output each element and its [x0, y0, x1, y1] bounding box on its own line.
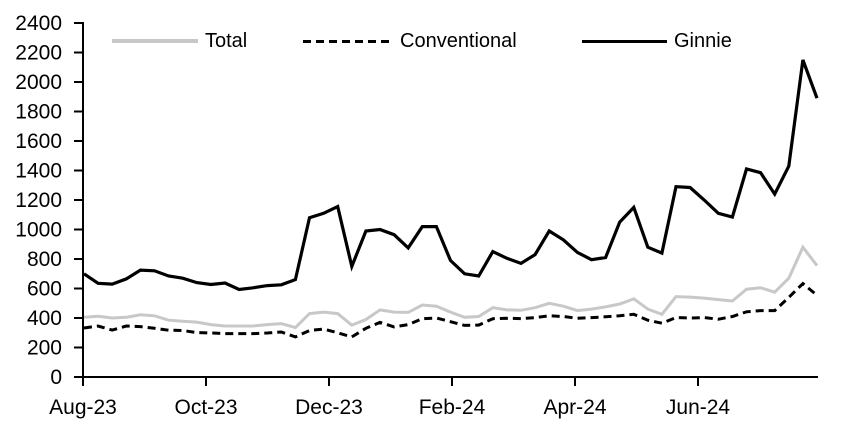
x-tick-label: Jun-24	[666, 396, 731, 419]
y-tick-label: 0	[50, 366, 62, 389]
series-line-conventional	[83, 281, 818, 339]
axes: 0 200 400 600 800 1000 1200 1400 1600 1800 2000 220…	[15, 12, 818, 419]
y-tick-label: 800	[27, 248, 62, 271]
x-tick-label: Apr-24	[543, 396, 606, 419]
y-tick-label: 2000	[15, 71, 62, 94]
legend-label-total: Total	[205, 30, 248, 52]
y-tick-label: 2200	[15, 42, 62, 65]
y-tick-label: 1200	[15, 189, 62, 212]
series-line-ginnie	[83, 59, 819, 292]
legend-item-conventional: Conventional	[303, 30, 517, 52]
y-tick-label: 1800	[15, 101, 62, 124]
x-tick-label: Dec-23	[295, 396, 363, 419]
series-lines	[83, 59, 819, 339]
legend-line-ginnie-icon	[582, 39, 667, 43]
y-tick-label: 2400	[15, 12, 62, 35]
y-tick-label: 400	[27, 307, 62, 330]
y-tick-label: 1000	[15, 219, 62, 242]
series-line-total	[83, 244, 819, 330]
x-tick-label: Oct-23	[174, 396, 237, 419]
x-tick-label: Feb-24	[419, 396, 486, 419]
legend-label-conventional: Conventional	[400, 30, 517, 52]
legend-line-total-icon	[112, 39, 198, 43]
legend-item-ginnie: Ginnie	[582, 30, 732, 52]
legend-label-ginnie: Ginnie	[674, 30, 732, 52]
x-tick-label: Aug-23	[49, 396, 117, 419]
y-tick-label: 1600	[15, 130, 62, 153]
legend-line-conventional-icon	[303, 39, 393, 43]
y-tick-label: 200	[27, 337, 62, 360]
legend-item-total: Total	[112, 30, 247, 52]
y-tick-label: 1400	[15, 160, 62, 183]
y-tick-label: 600	[27, 278, 62, 301]
